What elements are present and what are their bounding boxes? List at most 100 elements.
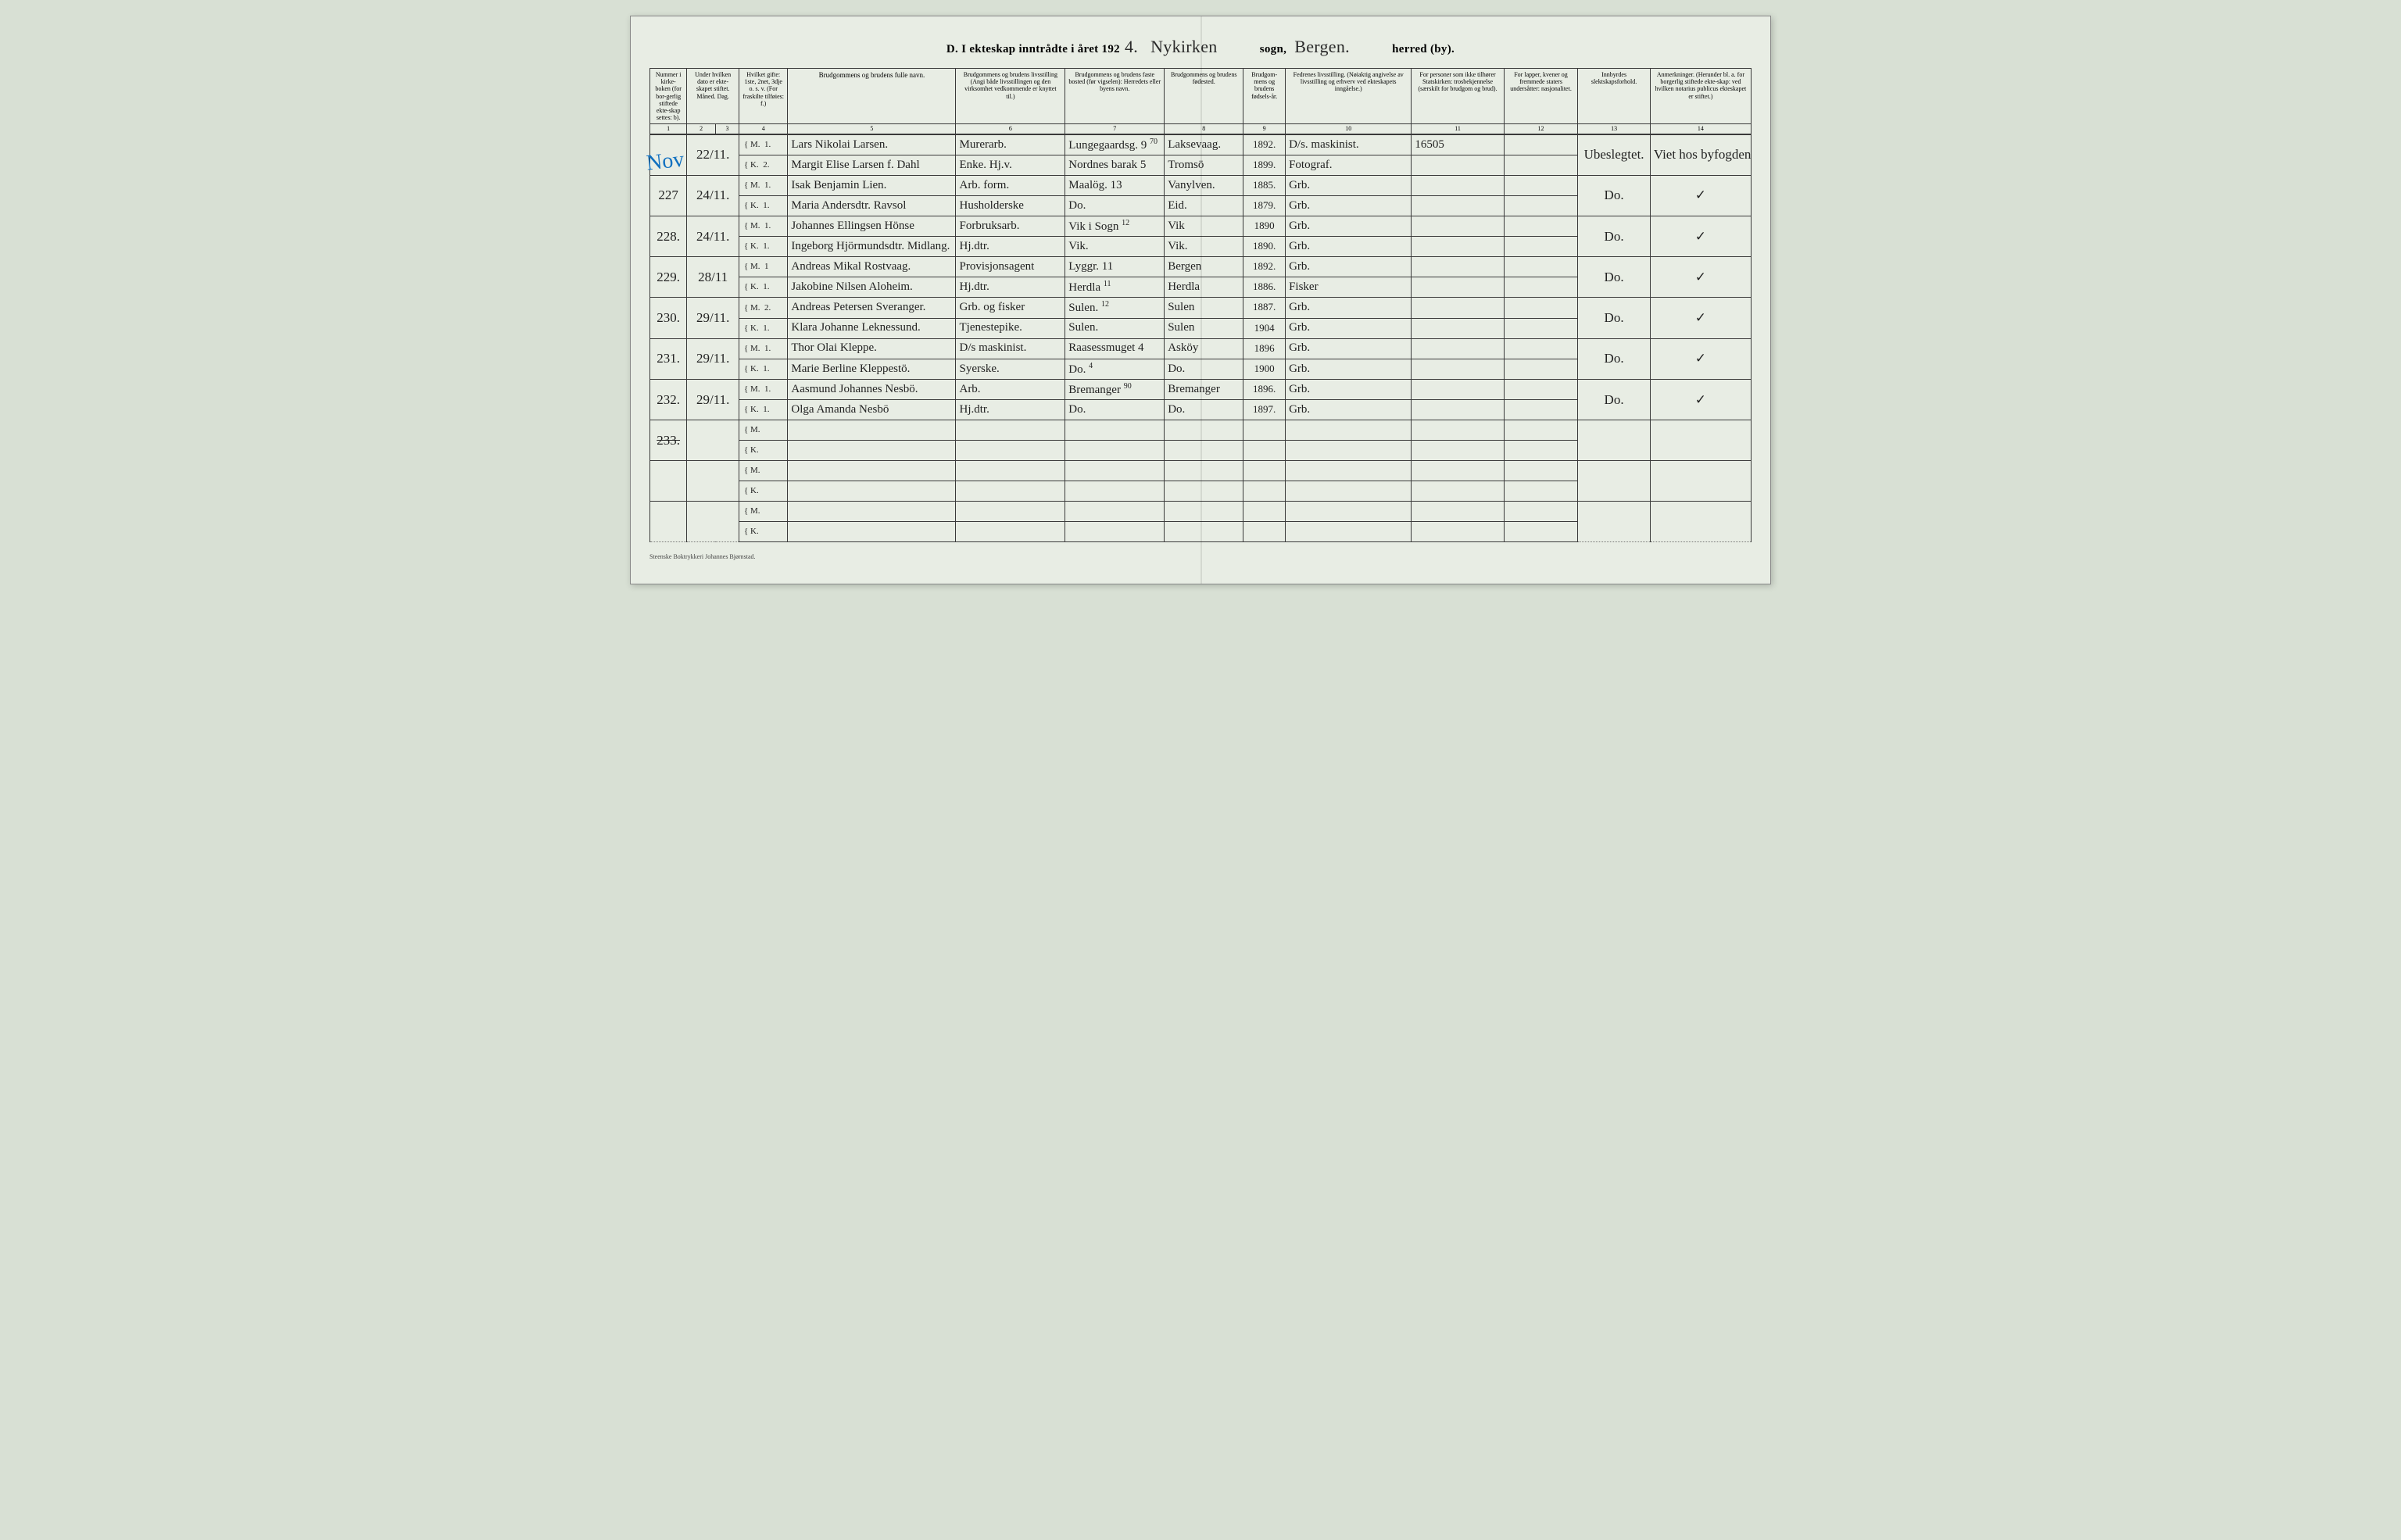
groom-father: Grb. xyxy=(1286,338,1412,359)
entry-remark: ✓ xyxy=(1650,257,1751,298)
colnum: 13 xyxy=(1578,124,1650,134)
col11 xyxy=(1412,195,1504,216)
colhead-4: Hvilket gifte: 1ste, 2net, 3dje o. s. v.… xyxy=(739,69,788,124)
bride-birthplace: Tromsö xyxy=(1165,155,1243,175)
bride-father: Grb. xyxy=(1286,359,1412,379)
col12 xyxy=(1504,257,1578,277)
groom-birthplace: Sulen xyxy=(1165,298,1243,318)
groom-year: 1892. xyxy=(1243,257,1286,277)
bride-father: Grb. xyxy=(1286,237,1412,257)
col12 xyxy=(1504,359,1578,379)
col12 xyxy=(1504,379,1578,399)
colhead-2: Under hvilken dato er ekte-skapet stifte… xyxy=(687,69,739,124)
entry-date: 29/11. xyxy=(687,379,739,420)
mk-label: { K. 1. xyxy=(739,400,788,420)
entry-relation: Do. xyxy=(1578,379,1650,420)
bride-year: 1904 xyxy=(1243,318,1286,338)
entry-number: 228. xyxy=(650,216,687,256)
mk-label: { M. xyxy=(739,461,788,481)
mk-label: { M. 1. xyxy=(739,134,788,155)
mk-label: { K. 1. xyxy=(739,237,788,257)
groom-residence: Lungegaardsg. 9 70 xyxy=(1065,134,1165,155)
mk-label: { M. 1. xyxy=(739,216,788,236)
bride-birthplace: Eid. xyxy=(1165,195,1243,216)
colnum: 8 xyxy=(1165,124,1243,134)
bride-year: 1897. xyxy=(1243,400,1286,420)
mk-label: { M. 1. xyxy=(739,338,788,359)
bride-father: Grb. xyxy=(1286,400,1412,420)
col12 xyxy=(1504,155,1578,175)
entry-remark: Viet hos byfogden i Bergen. xyxy=(1650,134,1751,176)
groom-birthplace: Asköy xyxy=(1165,338,1243,359)
groom-year: 1885. xyxy=(1243,175,1286,195)
groom-occupation: Grb. og fisker xyxy=(956,298,1065,318)
bride-name: Klara Johanne Leknessund. xyxy=(788,318,956,338)
bride-name: Jakobine Nilsen Aloheim. xyxy=(788,277,956,298)
col11 xyxy=(1412,318,1504,338)
groom-residence: Bremanger 90 xyxy=(1065,379,1165,399)
entry-relation: Do. xyxy=(1578,338,1650,379)
entry-relation: Do. xyxy=(1578,175,1650,216)
groom-birthplace: Bremanger xyxy=(1165,379,1243,399)
groom-year: 1896 xyxy=(1243,338,1286,359)
header-sogn: sogn, xyxy=(1260,43,1286,55)
colnum: 2 xyxy=(687,124,716,134)
header-herred: herred (by). xyxy=(1392,43,1455,55)
col11: 16505 xyxy=(1412,134,1504,155)
groom-residence: Sulen. 12 xyxy=(1065,298,1165,318)
col11 xyxy=(1412,155,1504,175)
entry-number: 230. xyxy=(650,298,687,338)
mk-label: { M. 2. xyxy=(739,298,788,318)
col11 xyxy=(1412,257,1504,277)
entry-date: 28/11 xyxy=(687,257,739,298)
entry-date: 24/11. xyxy=(687,216,739,256)
entry-date: 29/11. xyxy=(687,298,739,338)
groom-name: Andreas Mikal Rostvaag. xyxy=(788,257,956,277)
colhead-6: Brudgommens og brudens livsstilling (Ang… xyxy=(956,69,1065,124)
mk-label: { K. 1. xyxy=(739,195,788,216)
colhead-7: Brudgommens og brudens faste bosted (før… xyxy=(1065,69,1165,124)
entry-date xyxy=(687,461,739,502)
groom-residence: Raasessmuget 4 xyxy=(1065,338,1165,359)
colhead-1: Nummer i kirke-boken (for bor-gerlig sti… xyxy=(650,69,687,124)
entry-relation: Do. xyxy=(1578,216,1650,256)
groom-name: Andreas Petersen Sveranger. xyxy=(788,298,956,318)
bride-birthplace: Do. xyxy=(1165,359,1243,379)
groom-year: 1892. xyxy=(1243,134,1286,155)
entry-relation: Do. xyxy=(1578,298,1650,338)
entry-number: 231. xyxy=(650,338,687,379)
groom-residence: Lyggr. 11 xyxy=(1065,257,1165,277)
col11 xyxy=(1412,277,1504,298)
groom-residence: Maalög. 13 xyxy=(1065,175,1165,195)
colhead-8: Brudgommens og brudens fødested. xyxy=(1165,69,1243,124)
colnum: 14 xyxy=(1650,124,1751,134)
bride-name: Ingeborg Hjörmundsdtr. Midlang. xyxy=(788,237,956,257)
entry-number: 227 xyxy=(650,175,687,216)
col12 xyxy=(1504,318,1578,338)
bride-occupation: Hj.dtr. xyxy=(956,400,1065,420)
col12 xyxy=(1504,298,1578,318)
groom-name: Thor Olai Kleppe. xyxy=(788,338,956,359)
bride-year: 1886. xyxy=(1243,277,1286,298)
bride-name: Marie Berline Kleppestö. xyxy=(788,359,956,379)
entry-remark: ✓ xyxy=(1650,175,1751,216)
bride-year: 1890. xyxy=(1243,237,1286,257)
groom-father: Grb. xyxy=(1286,216,1412,236)
entry-number: 232. xyxy=(650,379,687,420)
bride-occupation: Syerske. xyxy=(956,359,1065,379)
colnum: 9 xyxy=(1243,124,1286,134)
col12 xyxy=(1504,216,1578,236)
colnum: 11 xyxy=(1412,124,1504,134)
groom-year: 1887. xyxy=(1243,298,1286,318)
col11 xyxy=(1412,379,1504,399)
mk-label: { M. xyxy=(739,420,788,441)
bride-occupation: Husholderske xyxy=(956,195,1065,216)
bride-residence: Do. xyxy=(1065,400,1165,420)
colnum: 6 xyxy=(956,124,1065,134)
colhead-12: For lapper, kvener og fremmede staters u… xyxy=(1504,69,1578,124)
groom-occupation: Arb. xyxy=(956,379,1065,399)
entry-date xyxy=(687,420,739,461)
header-prefix: D. I ekteskap inntrådte i året 192 xyxy=(946,43,1120,55)
entry-number xyxy=(650,134,687,176)
colhead-11: For personer som ikke tilhører Statskirk… xyxy=(1412,69,1504,124)
